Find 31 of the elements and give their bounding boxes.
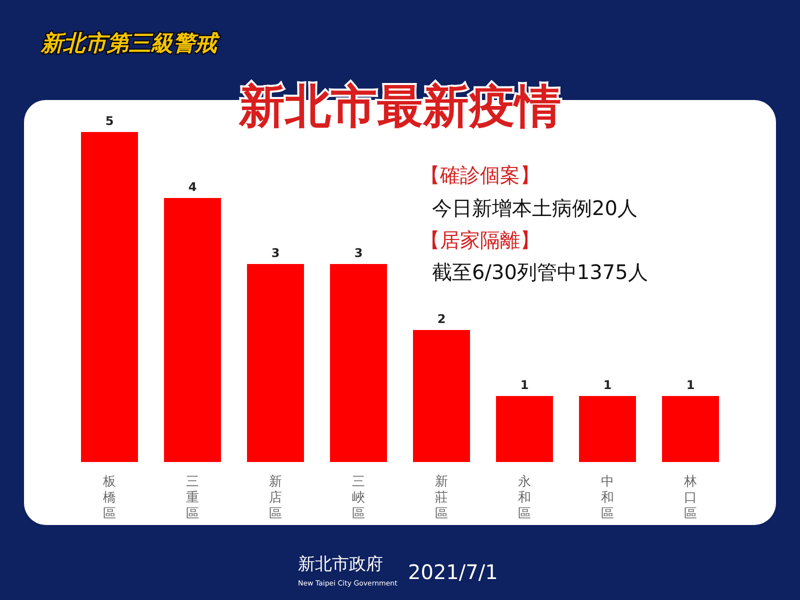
x-tick-label: 三重區: [186, 474, 199, 522]
data-label: 1: [603, 378, 612, 392]
bar: [579, 396, 636, 462]
data-label: 5: [105, 114, 114, 128]
data-label: 3: [354, 246, 363, 260]
x-tick-label: 中和區: [601, 474, 614, 522]
x-tick-label: 新莊區: [435, 474, 448, 522]
data-label: 1: [520, 378, 529, 392]
data-label: 4: [188, 180, 197, 194]
bar: [164, 198, 221, 462]
bar: [330, 264, 387, 462]
bar: [247, 264, 304, 462]
x-tick-label: 新店區: [269, 474, 282, 522]
text: 2021/7/1: [408, 560, 498, 584]
annotation: 【居家隔離】: [420, 228, 540, 252]
chart-subtitle: 新北市第三級警戒: [40, 30, 220, 56]
bar: [413, 330, 470, 462]
data-label: 2: [437, 312, 446, 326]
x-tick-label: 三峽區: [352, 474, 365, 522]
x-tick-label: 永和區: [518, 474, 531, 522]
x-tick-label: 板橋區: [102, 474, 116, 522]
annotation: 截至6/30列管中1375人: [432, 260, 648, 284]
bar: [81, 132, 138, 462]
data-label: 1: [686, 378, 695, 392]
text: 新北市政府: [298, 554, 383, 574]
data-label: 3: [271, 246, 280, 260]
annotation: 今日新增本土病例20人: [432, 196, 638, 220]
x-tick-label: 林口區: [683, 474, 697, 522]
bar: [496, 396, 553, 462]
bar: [662, 396, 719, 462]
annotation: 【確診個案】: [420, 163, 540, 187]
